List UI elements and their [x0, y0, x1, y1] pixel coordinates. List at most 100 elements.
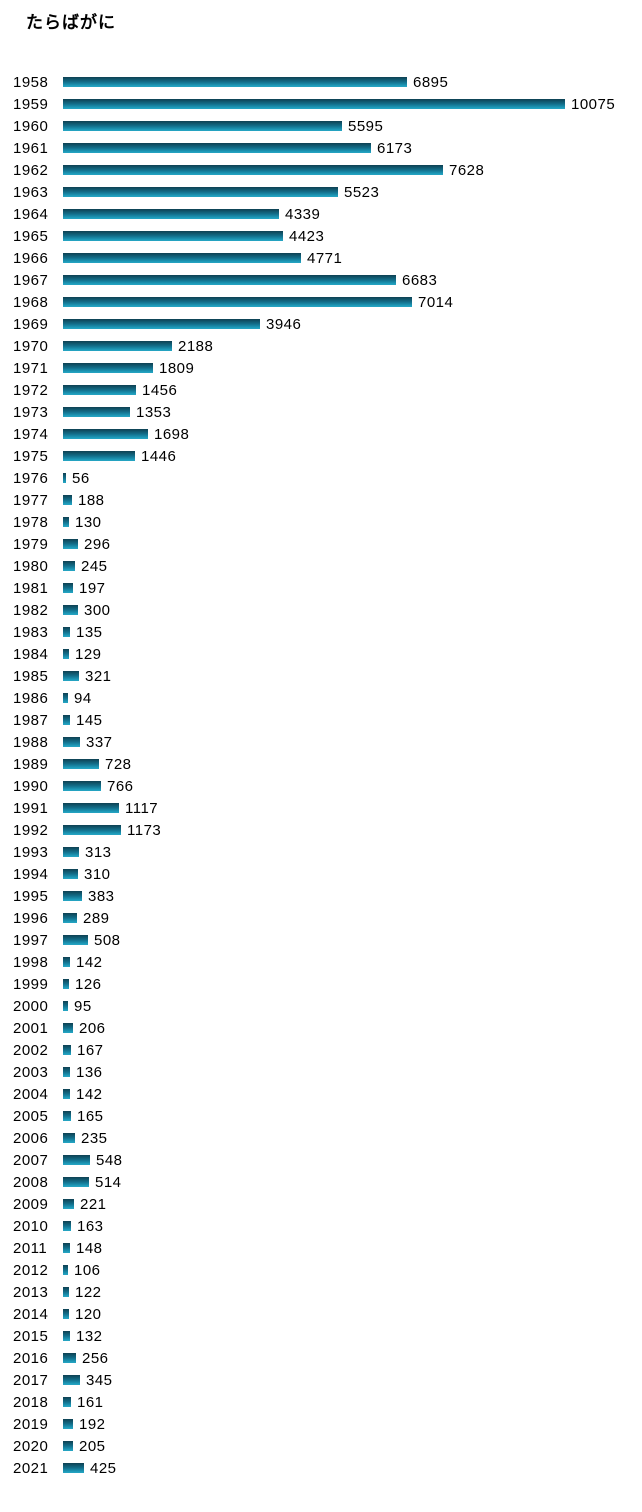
bar-row: 1979 296	[0, 533, 642, 555]
chart-title: たらばがに	[26, 13, 116, 32]
bar	[63, 253, 301, 263]
year-label: 1989	[13, 755, 49, 773]
bar	[63, 803, 119, 813]
year-label: 1978	[13, 513, 49, 531]
value-label: 728	[105, 755, 132, 773]
value-label: 1809	[159, 359, 195, 377]
value-label: 94	[74, 689, 92, 707]
bar-row: 1978 130	[0, 511, 642, 533]
value-label: 129	[75, 645, 102, 663]
bar	[63, 1023, 73, 1033]
bar	[63, 583, 73, 593]
value-label: 1698	[154, 425, 190, 443]
bar	[63, 1089, 70, 1099]
bar-row: 1968 7014	[0, 291, 642, 313]
value-label: 6173	[377, 139, 413, 157]
bar-row: 1977 188	[0, 489, 642, 511]
year-label: 1968	[13, 293, 49, 311]
bar-row: 1971 1809	[0, 357, 642, 379]
year-label: 2002	[13, 1041, 49, 1059]
bar-row: 1992 1173	[0, 819, 642, 841]
bar-area: 425	[63, 1460, 642, 1477]
value-label: 289	[83, 909, 110, 927]
value-label: 6895	[413, 73, 449, 91]
value-label: 548	[96, 1151, 123, 1169]
bar-area: 167	[63, 1042, 642, 1059]
bar-row: 2003 136	[0, 1061, 642, 1083]
value-label: 383	[88, 887, 115, 905]
bar	[63, 1463, 84, 1473]
year-label: 1980	[13, 557, 49, 575]
bar-row: 1996 289	[0, 907, 642, 929]
bar-area: 4771	[63, 250, 642, 267]
bar	[63, 363, 153, 373]
bar	[63, 517, 69, 527]
bar	[63, 539, 78, 549]
bar	[63, 1111, 71, 1121]
value-label: 4423	[289, 227, 325, 245]
bar	[63, 429, 148, 439]
year-label: 1999	[13, 975, 49, 993]
year-label: 1979	[13, 535, 49, 553]
value-label: 245	[81, 557, 108, 575]
bar	[63, 1199, 74, 1209]
year-label: 1997	[13, 931, 49, 949]
bar-chart: 1958 6895 1959 10075 1960 5595 1961 6173 1962 762…	[0, 71, 642, 1479]
bar-row: 2008 514	[0, 1171, 642, 1193]
bar-area: 300	[63, 602, 642, 619]
year-label: 1970	[13, 337, 49, 355]
bar-row: 1976 56	[0, 467, 642, 489]
value-label: 142	[76, 953, 103, 971]
bar-row: 1969 3946	[0, 313, 642, 335]
value-label: 321	[85, 667, 112, 685]
bar	[63, 1375, 80, 1385]
year-label: 1975	[13, 447, 49, 465]
bar	[63, 891, 82, 901]
bar	[63, 957, 70, 967]
bar	[63, 1265, 68, 1275]
bar-area: 383	[63, 888, 642, 905]
bar-row: 1962 7628	[0, 159, 642, 181]
year-label: 2012	[13, 1261, 49, 1279]
year-label: 1983	[13, 623, 49, 641]
value-label: 337	[86, 733, 113, 751]
bar-row: 1985 321	[0, 665, 642, 687]
year-label: 1963	[13, 183, 49, 201]
bar	[63, 1177, 89, 1187]
value-label: 1446	[141, 447, 177, 465]
bar-row: 2012 106	[0, 1259, 642, 1281]
value-label: 6683	[402, 271, 438, 289]
bar-area: 135	[63, 624, 642, 641]
bar	[63, 451, 135, 461]
value-label: 135	[76, 623, 103, 641]
bar-row: 2020 205	[0, 1435, 642, 1457]
bar	[63, 693, 68, 703]
year-label: 2006	[13, 1129, 49, 1147]
year-label: 1991	[13, 799, 49, 817]
bar	[63, 77, 407, 87]
year-label: 2000	[13, 997, 49, 1015]
year-label: 1986	[13, 689, 49, 707]
year-label: 1974	[13, 425, 49, 443]
value-label: 197	[79, 579, 106, 597]
bar	[63, 671, 79, 681]
bar-area: 163	[63, 1218, 642, 1235]
bar	[63, 473, 66, 483]
bar	[63, 1155, 90, 1165]
bar-row: 1991 1117	[0, 797, 642, 819]
bar-row: 1970 2188	[0, 335, 642, 357]
bar	[63, 319, 260, 329]
bar-area: 94	[63, 690, 642, 707]
bar	[63, 1353, 76, 1363]
year-label: 1965	[13, 227, 49, 245]
bar-area: 142	[63, 954, 642, 971]
year-label: 1971	[13, 359, 49, 377]
value-label: 192	[79, 1415, 106, 1433]
bar-row: 1960 5595	[0, 115, 642, 137]
bar-row: 1994 310	[0, 863, 642, 885]
bar	[63, 99, 565, 109]
year-label: 2015	[13, 1327, 49, 1345]
bar	[63, 187, 338, 197]
bar-area: 1117	[63, 800, 642, 817]
year-label: 1960	[13, 117, 49, 135]
